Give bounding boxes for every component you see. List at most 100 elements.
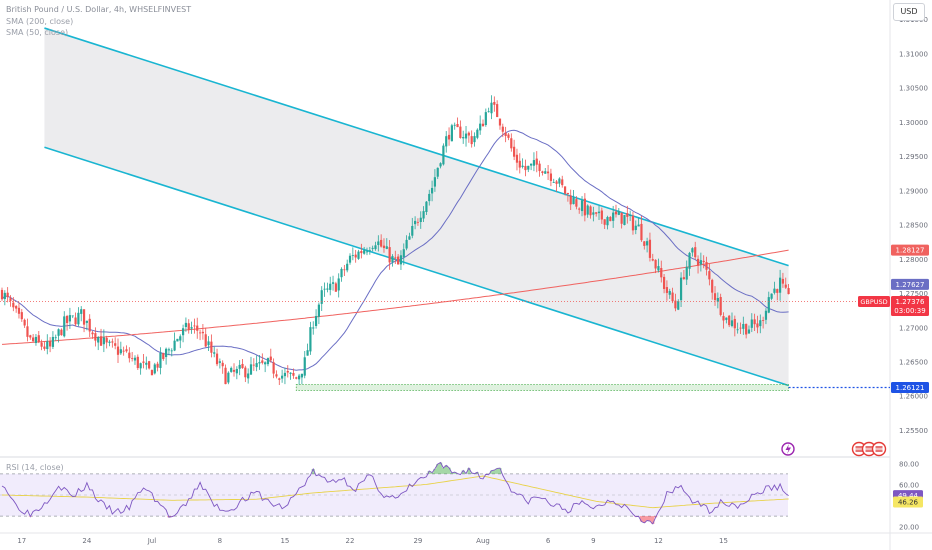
candle-body <box>637 224 640 227</box>
candle-body <box>711 279 714 293</box>
candle-body <box>43 346 46 349</box>
candle-body <box>111 341 114 343</box>
candle-body <box>566 192 569 194</box>
candle-body <box>745 323 748 335</box>
candle-body <box>394 257 397 259</box>
candle-body <box>105 337 108 343</box>
candle-body <box>626 213 629 217</box>
rsi-signal-label: 46.26 <box>898 498 919 506</box>
candle-body <box>331 282 335 284</box>
candle-body <box>150 370 154 376</box>
candle-body <box>507 134 510 138</box>
price-tick-label: 1.27000 <box>899 324 928 332</box>
candle-body <box>210 341 213 353</box>
time-tick-label: 12 <box>654 537 663 545</box>
candle-body <box>94 333 97 341</box>
candle-body <box>402 249 405 258</box>
price-tick-label: 1.28000 <box>899 256 928 264</box>
candle-body <box>145 362 148 365</box>
rsi-tick-label: 60.00 <box>899 481 919 489</box>
candle-body <box>530 163 533 166</box>
candle-body <box>238 364 241 369</box>
candle-body <box>470 136 473 145</box>
sma50-legend[interactable]: SMA (50, close) <box>6 28 69 37</box>
candle-body <box>671 292 674 302</box>
candle-body <box>433 177 437 187</box>
candle-body <box>224 367 227 385</box>
candle-body <box>15 306 18 309</box>
candle-body <box>595 212 598 214</box>
candle-body <box>538 163 541 172</box>
candle-body <box>535 158 538 165</box>
candle-body <box>742 323 745 329</box>
candle-body <box>244 367 247 378</box>
candle-body <box>674 300 677 309</box>
candle-body <box>320 290 323 304</box>
candle-body <box>363 250 366 254</box>
price-tick-label: 1.29000 <box>899 187 928 195</box>
time-tick-label: 24 <box>82 537 91 545</box>
candle-body <box>139 363 142 369</box>
time-tick-label: Aug <box>476 537 490 545</box>
candle-body <box>445 136 448 147</box>
candle-body <box>399 255 403 265</box>
candle-body <box>23 319 26 326</box>
candle-body <box>179 336 182 341</box>
sma200-legend[interactable]: SMA (200, close) <box>6 17 74 26</box>
candle-body <box>662 276 666 289</box>
lightning-icon <box>781 442 795 456</box>
channel-lower-line <box>44 146 789 387</box>
last-price-label: 1.27376 <box>896 298 925 306</box>
candle-body <box>739 327 742 329</box>
candle-body <box>436 167 439 177</box>
candle-body <box>439 163 442 167</box>
candle-body <box>428 193 431 202</box>
candle-body <box>261 360 264 363</box>
price-tick-label: 1.28500 <box>899 222 928 230</box>
time-tick-label: Jul <box>147 537 157 545</box>
candle-body <box>247 373 250 379</box>
candle-body <box>281 375 284 379</box>
candle-body <box>365 251 369 253</box>
candle-body <box>119 349 122 354</box>
currency-button[interactable]: USD <box>893 3 925 21</box>
candle-body <box>699 260 702 265</box>
candle-body <box>572 197 575 205</box>
candle-body <box>357 251 360 259</box>
candle-body <box>173 340 176 351</box>
candle-body <box>705 262 708 270</box>
candle-body <box>187 323 190 330</box>
symbol-title[interactable]: British Pound / U.S. Dollar, 4h, WHSELFI… <box>6 5 192 14</box>
candle-body <box>781 278 785 284</box>
candle-body <box>71 315 74 317</box>
candle-body <box>728 315 731 326</box>
candle-body <box>68 315 72 322</box>
candle-body <box>156 363 159 368</box>
sma50-price-label-bg <box>891 278 929 290</box>
candle-body <box>167 349 171 351</box>
time-tick-label: 8 <box>218 537 222 545</box>
channel-layer <box>44 27 789 387</box>
candle-body <box>518 160 521 168</box>
candle-body <box>20 312 23 320</box>
candle-body <box>419 217 422 222</box>
price-tick-label: 1.27500 <box>899 290 928 298</box>
candle-body <box>730 320 734 327</box>
candle-body <box>0 289 4 300</box>
candle-body <box>334 283 337 292</box>
time-tick-label: 6 <box>546 537 551 545</box>
candle-body <box>314 315 318 326</box>
price-tick-label: 1.26500 <box>899 359 928 367</box>
time-tick-label: 15 <box>719 537 728 545</box>
candle-body <box>196 325 199 331</box>
rsi-value-label: 49.44 <box>898 492 919 500</box>
candle-body <box>773 288 776 293</box>
candle-body <box>476 129 479 138</box>
candle-body <box>479 123 482 131</box>
candle-body <box>787 288 790 295</box>
rsi-legend[interactable]: RSI (14, close) <box>6 463 64 472</box>
candle-body <box>603 219 606 225</box>
candle-body <box>569 195 572 205</box>
candle-body <box>442 145 445 165</box>
